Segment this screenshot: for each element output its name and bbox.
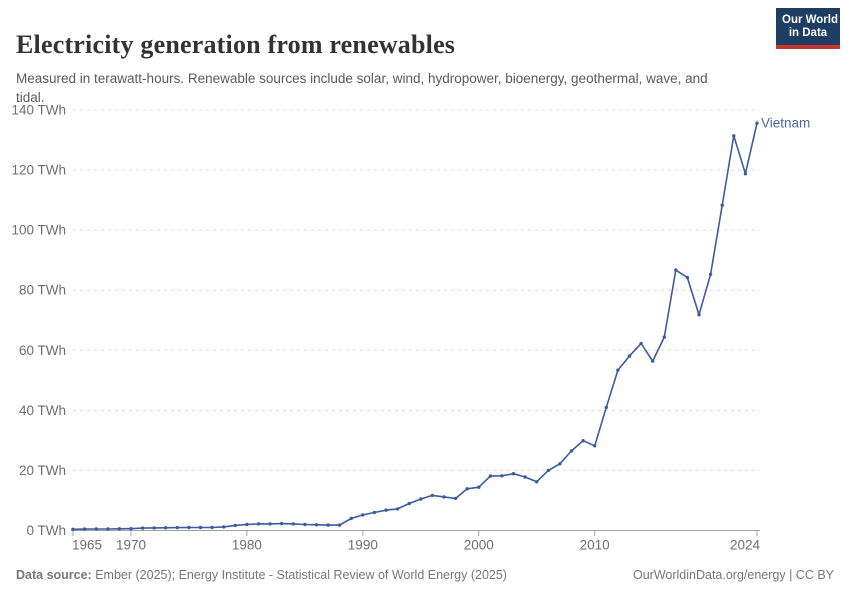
x-axis-label: 1980 [232,538,262,553]
data-point[interactable] [743,172,748,176]
data-point[interactable] [71,527,75,531]
data-point[interactable] [349,516,353,521]
data-point[interactable] [129,527,133,531]
data-point[interactable] [593,444,597,448]
data-point[interactable] [604,405,608,410]
data-point[interactable] [674,268,678,272]
data-point[interactable] [384,508,388,512]
data-point[interactable] [465,487,469,491]
data-point[interactable] [500,474,504,478]
data-point[interactable] [106,527,110,531]
data-point[interactable] [233,523,237,528]
data-point[interactable] [372,510,377,515]
data-point[interactable] [732,134,736,138]
data-point[interactable] [280,521,284,526]
owid-logo-line1: Our World [782,14,839,26]
data-point[interactable] [453,496,458,501]
x-axis-label: 1970 [116,538,146,553]
data-source-label: Data source: [16,568,92,582]
data-point[interactable] [407,501,411,506]
x-axis-label: 2000 [464,538,494,553]
data-point[interactable] [222,525,226,529]
data-point[interactable] [256,522,261,526]
data-point[interactable] [546,468,550,473]
data-point[interactable] [198,525,203,530]
data-point[interactable] [627,354,632,358]
series-label[interactable]: Vietnam [761,116,810,131]
data-line[interactable] [72,123,758,531]
owid-credit-link[interactable]: OurWorldinData.org/energy | CC BY [632,568,834,582]
data-point[interactable] [268,522,272,526]
y-axis-label: 20 TWh [19,463,66,478]
data-point[interactable] [511,472,516,476]
data-point[interactable] [395,507,400,511]
data-point[interactable] [314,523,319,527]
data-point[interactable] [94,527,98,531]
data-point[interactable] [245,522,249,527]
data-point[interactable] [755,121,759,125]
y-axis-label: 40 TWh [19,403,66,418]
x-axis-label: 2024 [730,538,761,553]
chart-footer: Data source: Ember (2025); Energy Instit… [16,568,834,582]
data-point[interactable] [164,526,168,530]
data-point[interactable] [685,275,690,280]
data-point[interactable] [569,449,574,453]
y-axis-label: 140 TWh [11,103,66,118]
data-point[interactable] [616,368,620,372]
data-point[interactable] [558,462,562,466]
chart-title: Electricity generation from renewables [16,30,456,60]
data-point[interactable] [535,480,539,484]
data-point[interactable] [419,497,423,501]
x-axis-label: 2010 [580,538,610,553]
y-axis-label: 100 TWh [11,223,66,238]
owid-logo-line2: in Data [788,27,828,39]
data-point[interactable] [581,439,585,443]
data-point[interactable] [720,203,724,207]
data-point[interactable] [523,475,527,479]
data-point[interactable] [303,522,307,527]
data-point[interactable] [442,495,446,499]
data-point[interactable] [651,359,655,363]
data-source-text: Ember (2025); Energy Institute - Statist… [91,568,507,582]
data-point[interactable] [175,525,179,530]
x-axis-label: 1965 [72,538,102,553]
data-point[interactable] [326,523,330,527]
x-axis-label: 1990 [348,538,378,553]
data-point[interactable] [639,341,643,346]
owid-logo[interactable]: Our World in Data [776,8,840,49]
data-point[interactable] [337,523,342,527]
data-point[interactable] [697,313,701,317]
data-point[interactable] [708,272,713,276]
data-point[interactable] [488,474,493,478]
y-axis-label: 80 TWh [19,283,66,298]
y-axis-label: 60 TWh [19,343,66,358]
data-point[interactable] [477,485,481,489]
data-point[interactable] [82,527,87,531]
y-axis-label: 0 TWh [26,523,66,538]
data-point[interactable] [152,526,156,530]
chart-subtitle: Measured in terawatt-hours. Renewable so… [16,70,708,105]
data-point[interactable] [210,525,214,530]
data-point[interactable] [430,493,435,498]
data-point[interactable] [662,335,666,339]
data-point[interactable] [291,522,295,526]
data-point[interactable] [361,513,365,517]
data-source: Data source: Ember (2025); Energy Instit… [16,568,507,582]
data-point[interactable] [187,525,191,530]
data-point[interactable] [117,527,122,531]
y-axis-label: 120 TWh [11,163,66,178]
data-point[interactable] [140,526,145,530]
